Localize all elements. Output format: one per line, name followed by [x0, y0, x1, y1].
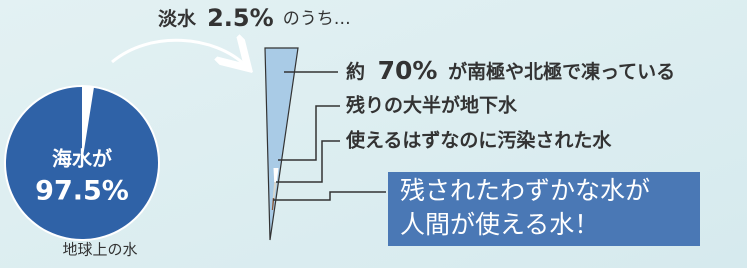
- highlight-line1: 残されたわずかな水が: [400, 176, 650, 205]
- header-after: のうち…: [283, 9, 351, 29]
- pie-caption: 地球上の水: [62, 241, 137, 259]
- label-polluted: 使えるはずなのに汚染された水: [345, 129, 612, 152]
- label-text: が南極や北極で凍っている: [448, 60, 675, 83]
- header-value: 2.5%: [207, 4, 274, 32]
- label-prefix: 約: [346, 60, 365, 83]
- label-groundwater: 残りの大半が地下水: [346, 94, 518, 117]
- header: 淡水 2.5% のうち…: [158, 4, 351, 32]
- label-frozen: 約 70% が南極や北極で凍っている: [346, 56, 675, 85]
- highlight-line2: 人間が使える水！: [400, 210, 599, 239]
- pie-value: 97.5%: [35, 176, 129, 207]
- header-before: 淡水: [158, 8, 197, 30]
- infographic: 淡水 2.5% のうち… 海水が 97.5% 地球上の水 約 70% が南極や北…: [0, 0, 747, 268]
- label-value: 70%: [378, 56, 438, 85]
- pie-label: 海水が: [52, 147, 112, 171]
